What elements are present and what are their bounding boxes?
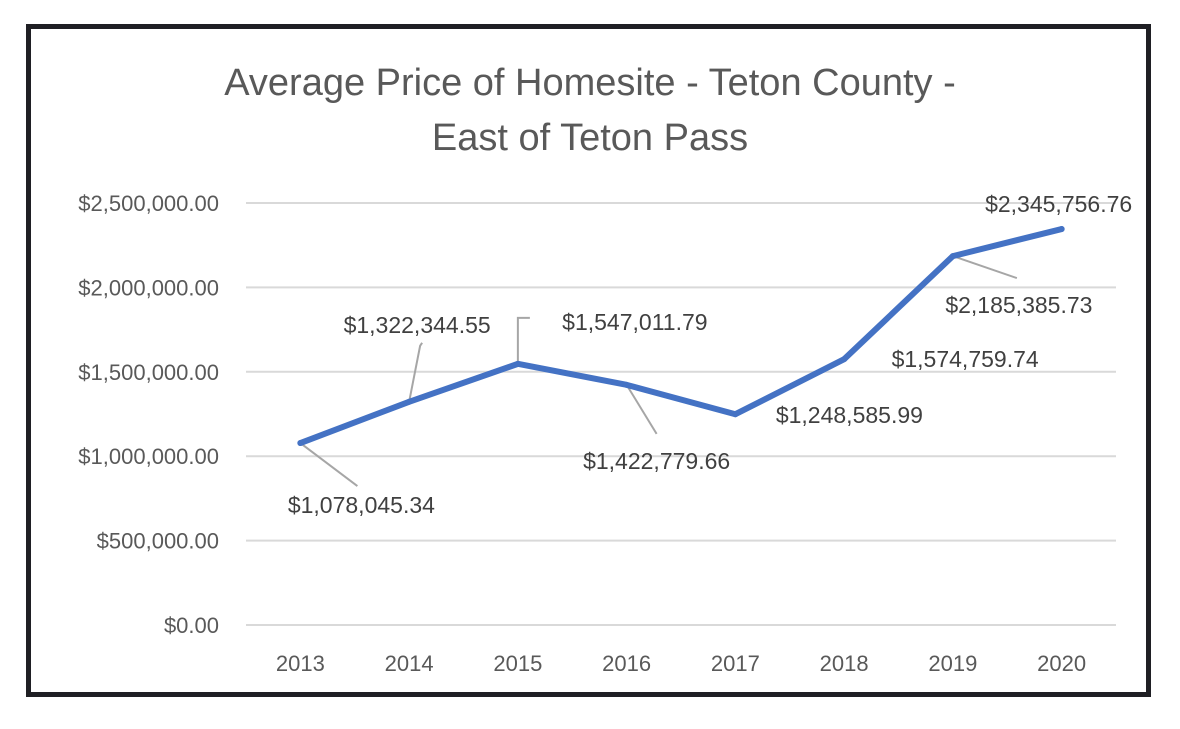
chart-title: Average Price of Homesite - Teton County… — [224, 62, 956, 104]
y-axis-ticks: $0.00 $500,000.00 $1,000,000.00 $1,500,000.… — [78, 191, 219, 638]
y-tick-label: $2,500,000.00 — [78, 191, 219, 216]
data-label: $1,422,779.66 — [583, 448, 730, 474]
data-labels: $1,078,045.34 $1,322,344.55 $1,547,011.79 $… — [288, 191, 1132, 518]
data-label-leader — [516, 316, 530, 364]
data-label-leader — [299, 442, 358, 487]
x-tick-label: 2015 — [493, 651, 542, 676]
data-label: $1,248,585.99 — [776, 402, 923, 428]
x-tick-label: 2013 — [276, 651, 325, 676]
data-label-leaders — [299, 255, 1018, 487]
data-label: $2,185,385.73 — [945, 292, 1092, 318]
x-tick-label: 2017 — [711, 651, 760, 676]
y-tick-label: $0.00 — [164, 613, 219, 638]
data-point — [623, 381, 630, 388]
data-point — [841, 356, 848, 363]
y-tick-label: $500,000.00 — [97, 529, 219, 554]
data-label: $2,345,756.76 — [985, 191, 1132, 217]
series-layer — [297, 226, 1065, 447]
data-label: $1,078,045.34 — [288, 492, 435, 518]
x-axis-ticks: 2013 2014 2015 2016 2017 2018 2019 2020 — [276, 651, 1086, 676]
x-tick-label: 2018 — [820, 651, 869, 676]
x-tick-label: 2020 — [1037, 651, 1086, 676]
y-tick-label: $2,000,000.00 — [78, 275, 219, 300]
data-point — [732, 411, 739, 418]
data-point — [949, 253, 956, 260]
data-label: $1,547,011.79 — [562, 309, 707, 335]
gridlines — [246, 202, 1116, 626]
data-label-leader — [952, 255, 1018, 280]
x-tick-label: 2019 — [928, 651, 977, 676]
x-tick-label: 2016 — [602, 651, 651, 676]
data-point — [406, 398, 413, 405]
data-label: $1,322,344.55 — [344, 312, 491, 338]
data-label: $1,574,759.74 — [892, 346, 1039, 372]
data-point — [514, 360, 521, 367]
chart-frame — [26, 24, 1151, 697]
data-label-leader — [625, 384, 658, 435]
data-label-leader — [408, 342, 423, 402]
y-tick-label: $1,000,000.00 — [78, 444, 219, 469]
series-line — [297, 226, 1065, 447]
y-tick-label: $1,500,000.00 — [78, 360, 219, 385]
data-point — [1058, 226, 1065, 233]
chart-title-line-2: East of Teton Pass — [432, 117, 748, 159]
data-point — [297, 440, 304, 447]
x-tick-label: 2014 — [385, 651, 434, 676]
